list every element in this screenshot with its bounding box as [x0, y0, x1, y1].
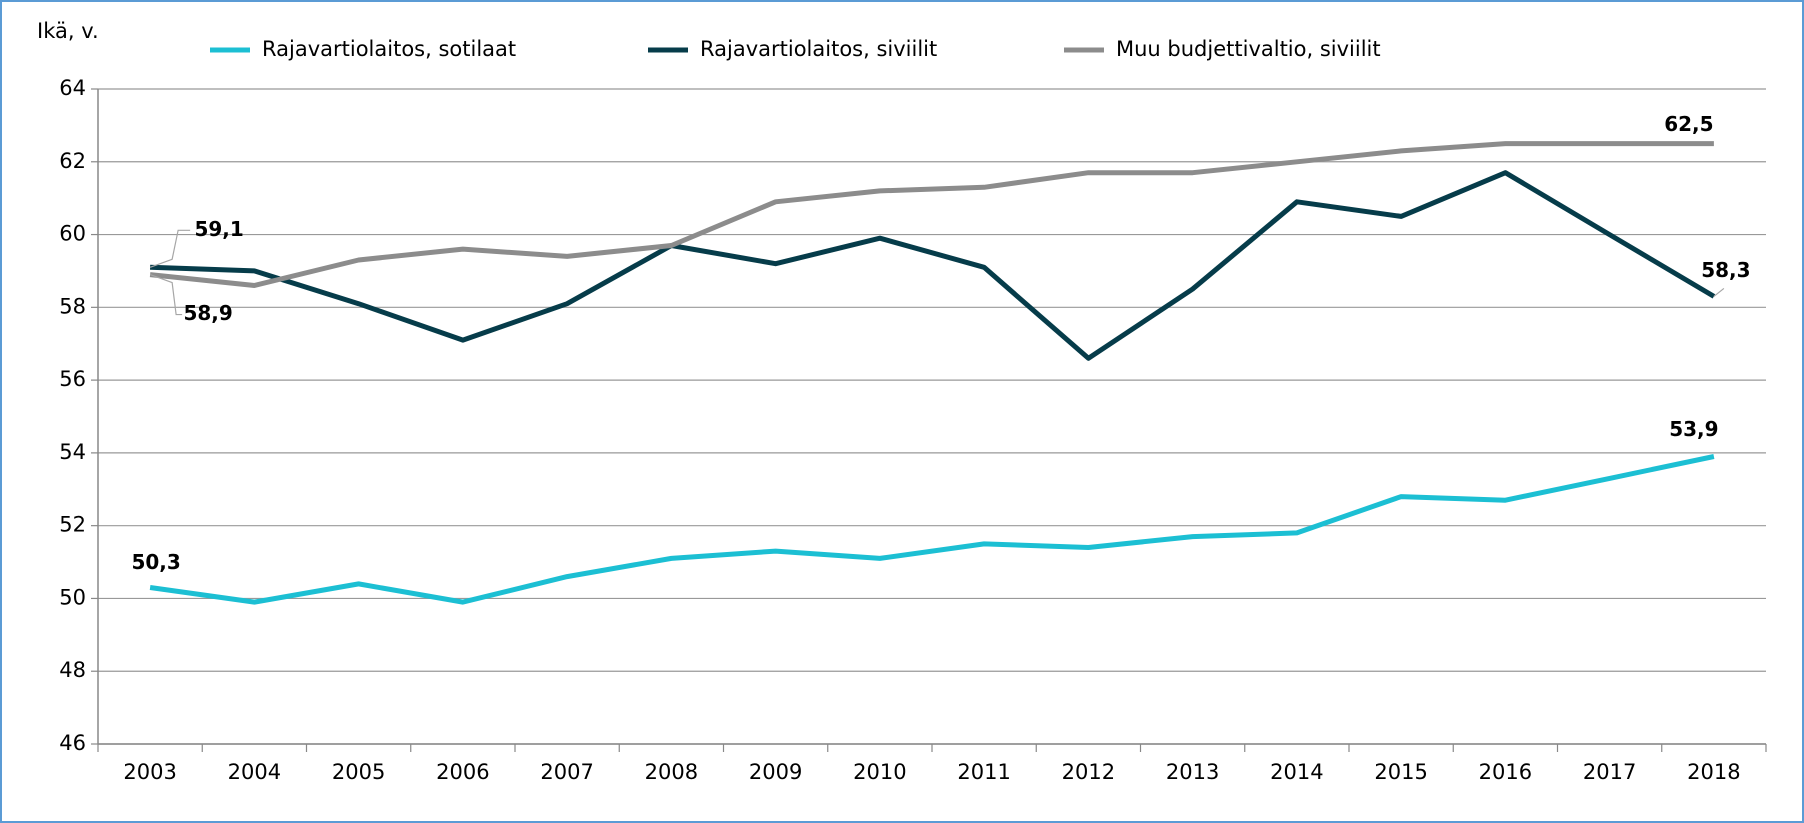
data-label: 59,1 [194, 217, 243, 241]
x-tick-label: 2007 [540, 760, 593, 784]
data-label: 62,5 [1664, 112, 1713, 136]
y-tick-label: 52 [59, 513, 86, 537]
leader-line [1713, 287, 1725, 297]
x-tick-label: 2003 [123, 760, 176, 784]
y-axis-label: Ikä, v. [37, 19, 99, 43]
y-tick-label: 48 [59, 658, 86, 682]
y-tick-label: 58 [59, 294, 86, 318]
x-tick-label: 2013 [1166, 760, 1219, 784]
x-tick-label: 2006 [436, 760, 489, 784]
legend-label: Rajavartiolaitos, siviilit [700, 37, 937, 61]
y-tick-label: 46 [59, 731, 86, 755]
x-tick-label: 2004 [228, 760, 281, 784]
data-label: 58,3 [1701, 258, 1750, 282]
y-tick-label: 62 [59, 149, 86, 173]
data-label: 58,9 [183, 301, 232, 325]
y-tick-label: 64 [59, 76, 86, 100]
y-tick-label: 54 [59, 440, 86, 464]
data-label: 50,3 [131, 550, 180, 574]
legend-label: Rajavartiolaitos, sotilaat [262, 37, 516, 61]
x-tick-label: 2010 [853, 760, 906, 784]
y-tick-label: 60 [59, 222, 86, 246]
x-tick-label: 2005 [332, 760, 385, 784]
leader-line [149, 274, 183, 316]
legend-label: Muu budjettivaltio, siviilit [1116, 37, 1381, 61]
x-tick-label: 2017 [1583, 760, 1636, 784]
x-tick-label: 2009 [749, 760, 802, 784]
x-tick-label: 2018 [1687, 760, 1740, 784]
x-tick-label: 2012 [1062, 760, 1115, 784]
data-label: 53,9 [1669, 417, 1718, 441]
x-tick-label: 2011 [957, 760, 1010, 784]
leader-line [149, 229, 191, 268]
x-tick-label: 2008 [645, 760, 698, 784]
series-line [150, 170, 1716, 361]
x-tick-label: 2014 [1270, 760, 1323, 784]
series-line [149, 454, 1715, 605]
x-tick-label: 2015 [1374, 760, 1427, 784]
x-tick-label: 2016 [1479, 760, 1532, 784]
y-tick-label: 56 [59, 367, 86, 391]
y-tick-label: 50 [59, 585, 86, 609]
series-line [149, 141, 1714, 288]
